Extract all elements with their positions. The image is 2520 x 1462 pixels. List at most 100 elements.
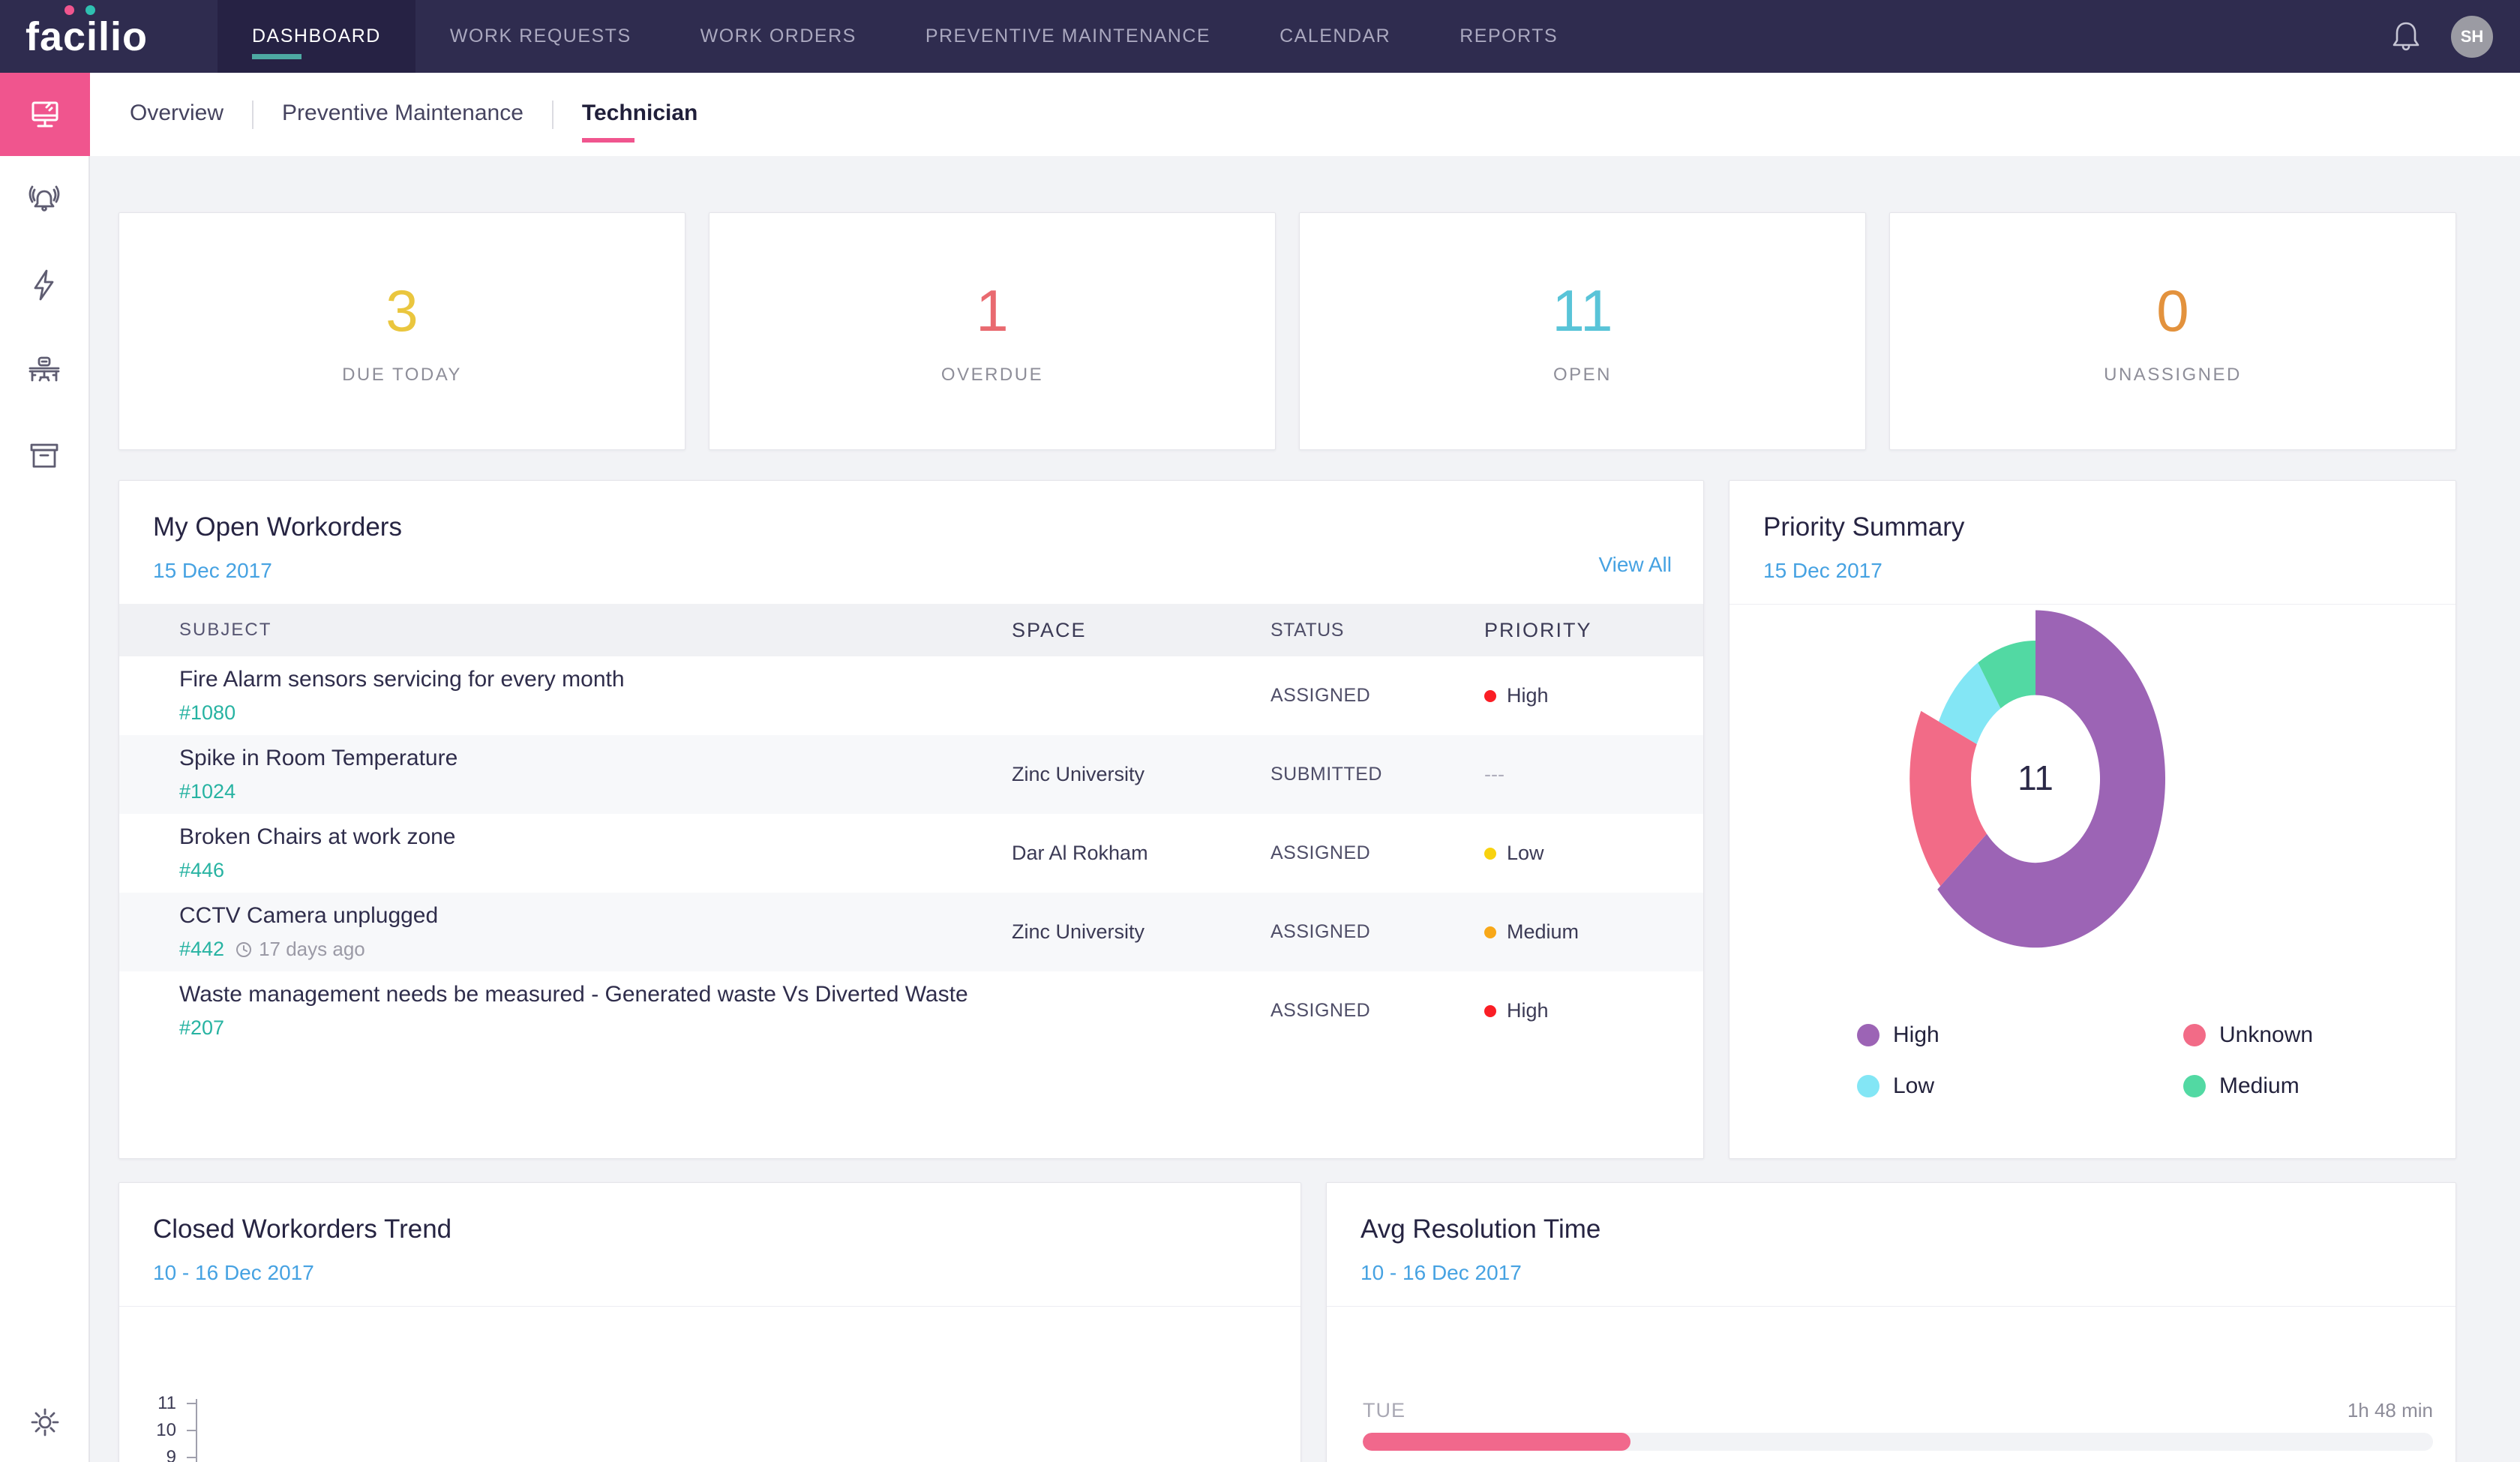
- priority-cell: ---: [1484, 763, 1643, 786]
- app-logo[interactable]: facilio: [0, 0, 188, 73]
- panel-title: Avg Resolution Time: [1360, 1214, 1601, 1244]
- panel-title: My Open Workorders: [153, 512, 402, 542]
- priority-donut-svg: [1910, 610, 2166, 948]
- nav-item-work-orders[interactable]: WORK ORDERS: [666, 0, 891, 73]
- kpi-card-unassigned[interactable]: 0 UNASSIGNED: [1889, 212, 2456, 450]
- space-cell: Dar Al Rokham: [1012, 842, 1148, 864]
- panel-header: My Open Workorders 15 Dec 2017: [119, 481, 1703, 583]
- nav-item-preventive-maintenance[interactable]: PREVENTIVE MAINTENANCE: [891, 0, 1245, 73]
- nav-item-label: REPORTS: [1460, 26, 1558, 47]
- priority-cell: Medium: [1484, 920, 1643, 944]
- space-cell: Zinc University: [1012, 763, 1145, 785]
- avg-bar-fill: [1363, 1433, 1630, 1451]
- nav-item-dashboard[interactable]: DASHBOARD: [218, 0, 416, 73]
- tab-preventive-maintenance[interactable]: Preventive Maintenance: [282, 101, 524, 129]
- sidebar-icon-list: [0, 182, 88, 473]
- kpi-label: UNASSIGNED: [2104, 365, 2242, 385]
- dashboard-tab-bar: Overview Preventive Maintenance Technici…: [0, 73, 2520, 156]
- kpi-card-open[interactable]: 11 OPEN: [1299, 212, 1866, 450]
- legend-label: Unknown: [2219, 1022, 2314, 1047]
- panel-divider: [1730, 604, 2456, 605]
- priority-cell: High: [1484, 684, 1643, 707]
- closed-workorders-trend-panel: Closed Workorders Trend 10 - 16 Dec 2017…: [118, 1182, 1301, 1462]
- legend-item-medium[interactable]: Medium: [2183, 1073, 2313, 1099]
- panel-date-link[interactable]: 10 - 16 Dec 2017: [1360, 1261, 1522, 1284]
- donut-legend: High Unknown Low Medium: [1857, 1022, 2313, 1099]
- table-row[interactable]: Waste management needs be measured - Gen…: [119, 971, 1703, 1050]
- nav-item-label: DASHBOARD: [252, 26, 381, 47]
- table-header-row: SUBJECT SPACE STATUS PRIORITY: [119, 604, 1703, 656]
- panel-header: Avg Resolution Time 10 - 16 Dec 2017: [1327, 1183, 2456, 1307]
- workorder-id-link[interactable]: #207: [179, 1016, 225, 1039]
- y-axis-tick: 10: [128, 1417, 196, 1444]
- status-cell: SUBMITTED: [1270, 764, 1382, 785]
- workorder-id-link[interactable]: #1024: [179, 780, 236, 803]
- workorder-id-link[interactable]: #446: [179, 859, 225, 881]
- table-row[interactable]: Fire Alarm sensors servicing for every m…: [119, 656, 1703, 735]
- nav-item-label: PREVENTIVE MAINTENANCE: [925, 26, 1211, 47]
- sidebar-item-energy[interactable]: [27, 268, 62, 302]
- dashboard-content: 3 DUE TODAY 1 OVERDUE 11 OPEN 0 UNASSIGN…: [90, 156, 2520, 1462]
- panel-date-link[interactable]: 10 - 16 Dec 2017: [153, 1261, 314, 1284]
- table-row[interactable]: CCTV Camera unplugged #442 17 days ago Z: [119, 893, 1703, 971]
- y-tick-mark: [187, 1457, 196, 1458]
- priority-donut-chart[interactable]: 11: [1863, 557, 2208, 1007]
- kpi-card-due-today[interactable]: 3 DUE TODAY: [118, 212, 686, 450]
- priority-label: Medium: [1507, 920, 1580, 943]
- sidebar-item-workstations[interactable]: [27, 353, 62, 388]
- priority-dot: [1484, 689, 1496, 702]
- kpi-value: 3: [386, 278, 418, 344]
- tab-overview[interactable]: Overview: [130, 101, 224, 129]
- tab-technician[interactable]: Technician: [581, 101, 698, 143]
- workorder-id-link[interactable]: #442: [179, 938, 225, 960]
- alarm-bell-icon: [28, 185, 60, 212]
- y-tick-mark: [187, 1403, 196, 1404]
- sidebar-item-alarms[interactable]: [27, 182, 62, 217]
- nav-item-label: WORK REQUESTS: [449, 26, 632, 47]
- donut-slice-medium[interactable]: [1978, 640, 2036, 709]
- table-row[interactable]: Spike in Room Temperature #1024 Zinc Uni…: [119, 735, 1703, 814]
- clock-icon: [236, 941, 252, 957]
- panel-date-link[interactable]: 15 Dec 2017: [153, 559, 272, 582]
- table-row[interactable]: Broken Chairs at work zone #446 Dar Al R…: [119, 814, 1703, 893]
- legend-item-high[interactable]: High: [1857, 1022, 2183, 1048]
- user-avatar[interactable]: SH: [2451, 15, 2493, 58]
- lightning-icon: [34, 269, 54, 301]
- priority-dot: [1484, 926, 1496, 938]
- panel-title: Priority Summary: [1763, 512, 1965, 542]
- legend-dot: [2183, 1024, 2206, 1046]
- nav-item-work-requests[interactable]: WORK REQUESTS: [416, 0, 666, 73]
- tab-separator: [551, 100, 554, 129]
- column-header-status: STATUS: [1270, 619, 1344, 641]
- kpi-card-overdue[interactable]: 1 OVERDUE: [709, 212, 1276, 450]
- nav-item-reports[interactable]: REPORTS: [1425, 0, 1592, 73]
- priority-label: ---: [1484, 763, 1504, 785]
- priority-label: Low: [1507, 842, 1544, 864]
- legend-label: Medium: [2219, 1073, 2300, 1098]
- priority-dot: [1484, 1004, 1496, 1017]
- y-tick-label: 11: [158, 1393, 176, 1413]
- legend-label: High: [1893, 1022, 1940, 1047]
- donut-slice-low[interactable]: [1938, 662, 2001, 744]
- workorder-id-link[interactable]: #1080: [179, 701, 236, 724]
- view-all-link[interactable]: View All: [1598, 553, 1672, 576]
- legend-item-low[interactable]: Low: [1857, 1073, 2183, 1099]
- subject-cell: Fire Alarm sensors servicing for every m…: [179, 667, 1012, 725]
- bar-category-label: TUE: [1363, 1399, 1406, 1421]
- panel-date-link[interactable]: 15 Dec 2017: [1763, 559, 1882, 582]
- tab-label: Preventive Maintenance: [282, 100, 524, 125]
- legend-item-unknown[interactable]: Unknown: [2183, 1022, 2313, 1048]
- sidebar-item-inventory[interactable]: [27, 439, 62, 473]
- donut-slice-unknown[interactable]: [1910, 710, 1988, 887]
- subject-cell: Waste management needs be measured - Gen…: [179, 982, 1012, 1040]
- sidebar-item-settings[interactable]: [28, 1405, 62, 1439]
- nav-item-calendar[interactable]: CALENDAR: [1245, 0, 1425, 73]
- legend-dot: [2183, 1075, 2206, 1097]
- workorder-age: 17 days ago: [235, 938, 365, 961]
- column-header-space: SPACE: [1012, 618, 1087, 641]
- donut-slice-high[interactable]: [1937, 610, 2166, 948]
- notifications-bell-icon[interactable]: [2390, 19, 2422, 55]
- sidebar-item-dashboard[interactable]: [0, 73, 90, 156]
- tab-label: Overview: [130, 100, 224, 125]
- workstation-desk-icon: [28, 356, 60, 382]
